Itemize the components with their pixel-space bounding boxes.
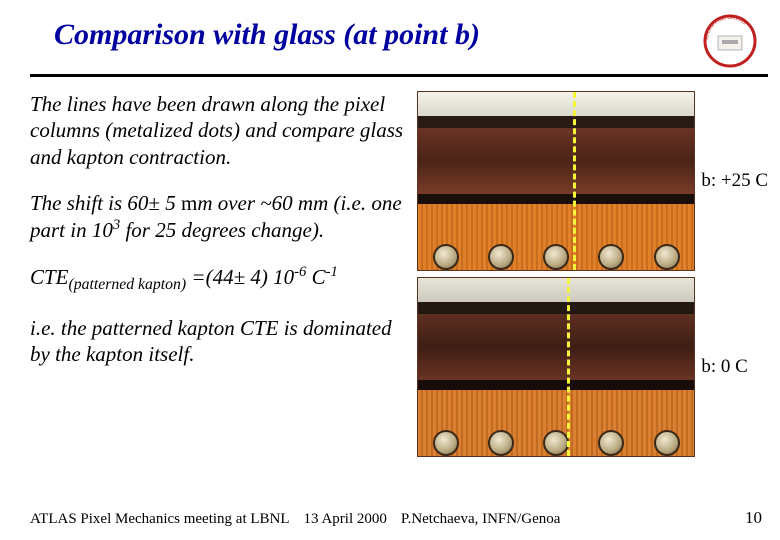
text-column: The lines have been drawn along the pixe… — [30, 91, 407, 463]
footer-venue: ATLAS Pixel Mechanics meeting at LBNL — [30, 511, 290, 528]
band-orange — [418, 204, 694, 271]
image-column: b: +25 C — [417, 91, 768, 463]
metalized-dot — [488, 430, 514, 456]
reference-line-top — [573, 92, 576, 270]
band-mid — [418, 314, 694, 380]
footer: ATLAS Pixel Mechanics meeting at LBNL 13… — [30, 508, 762, 528]
footer-date: 13 April 2000 — [304, 511, 387, 528]
metalized-dot — [598, 430, 624, 456]
paragraph-2: The shift is 60± 5 mm over ~60 mm (i.e. … — [30, 190, 407, 244]
footer-left: ATLAS Pixel Mechanics meeting at LBNL 13… — [30, 511, 560, 528]
atlas-logo: ATLAS Pixel Detector — [698, 14, 762, 68]
band-dark2 — [418, 194, 694, 204]
band-mid — [418, 128, 694, 194]
image-label-bottom: b: 0 C — [701, 356, 747, 378]
band-top — [418, 92, 694, 116]
band-orange — [418, 390, 694, 457]
image-block-bottom: b: 0 C — [417, 277, 768, 457]
content-area: The lines have been drawn along the pixe… — [30, 91, 768, 463]
reference-line-bottom — [567, 278, 570, 456]
title-bar: Comparison with glass (at point b) ATLAS… — [30, 18, 768, 77]
dots-row — [418, 426, 694, 456]
footer-author: P.Netchaeva, INFN/Genoa — [401, 511, 561, 528]
band-dark1 — [418, 302, 694, 314]
image-block-top: b: +25 C — [417, 91, 768, 271]
micrograph-top — [417, 91, 695, 271]
metalized-dot — [488, 244, 514, 270]
metalized-dot — [598, 244, 624, 270]
metalized-dot — [543, 244, 569, 270]
metalized-dot — [654, 430, 680, 456]
paragraph-3: CTE(patterned kapton) =(44± 4) 10-6 C-1 — [30, 263, 407, 295]
metalized-dot — [433, 244, 459, 270]
page-number: 10 — [745, 508, 762, 528]
image-label-top: b: +25 C — [701, 170, 768, 192]
band-dark1 — [418, 116, 694, 128]
slide-title: Comparison with glass (at point b) — [30, 18, 480, 52]
metalized-dot — [654, 244, 680, 270]
micrograph-bottom — [417, 277, 695, 457]
metalized-dot — [433, 430, 459, 456]
metalized-dot — [543, 430, 569, 456]
paragraph-1: The lines have been drawn along the pixe… — [30, 91, 407, 170]
paragraph-4: i.e. the patterned kapton CTE is dominat… — [30, 315, 407, 368]
band-dark2 — [418, 380, 694, 390]
band-top — [418, 278, 694, 302]
dots-row — [418, 240, 694, 270]
